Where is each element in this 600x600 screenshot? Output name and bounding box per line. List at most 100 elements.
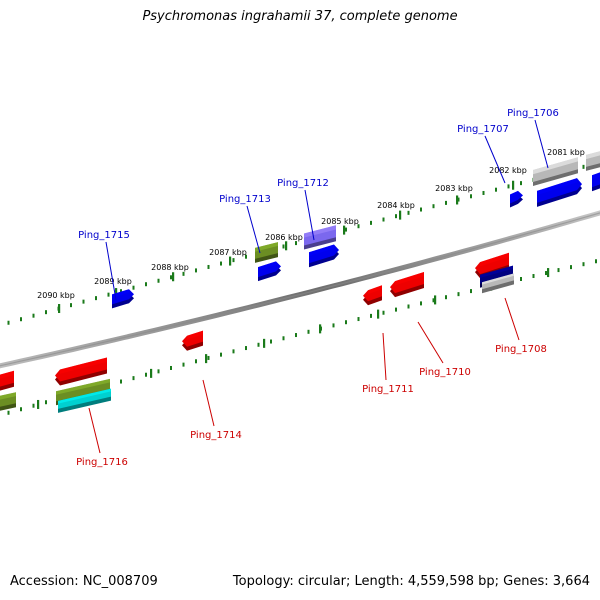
- scale-label: 2086 kbp: [265, 233, 303, 242]
- gene-block-highlight: [510, 190, 518, 198]
- inner-scale-major-tick: [319, 324, 322, 334]
- inner-scale-tick: [7, 410, 10, 415]
- gene-block-highlight: [187, 330, 203, 340]
- outer-scale-tick: [370, 220, 372, 225]
- inner-scale-tick: [545, 271, 547, 276]
- gene-label-forward: Ping_1712: [277, 178, 329, 189]
- inner-scale-tick: [570, 265, 572, 270]
- gene-leader-line: [202, 379, 215, 427]
- inner-scale-tick: [45, 400, 47, 405]
- outer-scale-tick: [45, 310, 47, 315]
- inner-scale-major-tick: [547, 268, 550, 278]
- gene-block-face: [309, 244, 339, 264]
- inner-scale-major-tick: [434, 295, 437, 305]
- gene-block-highlight: [368, 285, 382, 295]
- inner-scale-tick: [532, 274, 535, 279]
- gene-block: [255, 242, 278, 263]
- gene-block: [309, 244, 339, 268]
- inner-scale-tick: [432, 298, 435, 303]
- inner-scale-tick: [345, 320, 347, 325]
- gene-block-highlight: [304, 225, 336, 238]
- gene-block-highlight: [112, 289, 129, 298]
- inner-scale-tick: [295, 333, 297, 338]
- gene-label-reverse: Ping_1708: [495, 344, 547, 355]
- gene-block-highlight: [0, 392, 16, 400]
- gene-leader-line: [246, 205, 261, 254]
- outer-scale-tick: [195, 268, 197, 273]
- inner-scale-tick: [245, 346, 247, 351]
- outer-scale-tick: [470, 194, 472, 199]
- outer-scale-tick: [482, 190, 485, 195]
- gene-block-highlight: [309, 244, 334, 257]
- inner-scale-tick: [257, 342, 260, 347]
- outer-scale-tick: [445, 200, 447, 205]
- outer-scale-tick: [7, 320, 10, 325]
- gene-block-highlight: [0, 370, 14, 379]
- outer-scale-major-tick: [512, 180, 515, 190]
- inner-scale-tick: [157, 369, 160, 374]
- inner-scale-tick: [407, 304, 410, 309]
- backbone-layer: [0, 210, 600, 369]
- inner-scale-tick: [232, 349, 235, 354]
- gene-label-forward: Ping_1715: [78, 230, 130, 241]
- gene-block-highlight: [56, 378, 110, 395]
- gene-block: [258, 261, 281, 282]
- gene-leader-line: [534, 119, 549, 169]
- outer-scale-major-tick: [172, 272, 175, 282]
- gene-block-face: [537, 178, 582, 203]
- outer-scale-major-tick: [115, 288, 118, 298]
- outer-scale-tick: [132, 285, 135, 290]
- inner-scale-major-tick: [263, 338, 266, 348]
- gene-leader-line: [88, 407, 101, 454]
- outer-scale-major-tick: [285, 241, 288, 251]
- outer-scale-tick: [220, 261, 222, 266]
- gene-label-reverse: Ping_1711: [362, 384, 414, 395]
- outer-scale-tick: [157, 278, 160, 283]
- scale-label: 2085 kbp: [321, 217, 359, 226]
- inner-scale-tick: [145, 372, 147, 377]
- inner-scale-tick: [357, 317, 360, 322]
- outer-scale-tick: [70, 303, 72, 308]
- gene-label-reverse: Ping_1714: [190, 430, 242, 441]
- outer-scale-tick: [32, 313, 35, 318]
- inner-scale-tick: [282, 336, 285, 341]
- gene-leader-line: [304, 189, 315, 241]
- outer-scale-major-tick: [58, 304, 61, 314]
- outer-scale-tick: [345, 227, 347, 232]
- gene-block: [182, 330, 203, 351]
- inner-scale-major-tick: [37, 399, 40, 409]
- inner-scale-tick: [395, 307, 397, 312]
- outer-scale-tick: [207, 264, 210, 269]
- gene-block-highlight: [592, 172, 600, 180]
- gene-block-highlight: [482, 273, 514, 285]
- outer-scale-major-tick: [456, 195, 459, 205]
- gene-block-highlight: [533, 157, 578, 175]
- inner-scale-tick: [582, 262, 585, 267]
- gene-label-reverse: Ping_1716: [76, 457, 128, 468]
- scale-label: 2087 kbp: [209, 248, 247, 257]
- outer-scale-tick: [495, 187, 497, 192]
- outer-scale-tick: [357, 224, 360, 229]
- inner-scale-tick: [220, 352, 222, 357]
- tick-layer: [7, 161, 597, 415]
- outer-scale-tick: [582, 164, 585, 169]
- outer-scale-tick: [295, 241, 297, 246]
- gene-leader-line: [105, 241, 117, 301]
- gene-block-highlight: [586, 151, 600, 160]
- scale-label: 2088 kbp: [151, 263, 189, 272]
- gene-block: [390, 272, 424, 298]
- outer-scale-major-tick: [343, 225, 346, 235]
- gene-block: [592, 172, 600, 192]
- outer-scale-major-tick: [229, 256, 232, 266]
- gene-block: [55, 357, 107, 386]
- gene-block: [510, 190, 523, 208]
- inner-scale-tick: [332, 323, 335, 328]
- outer-scale-tick: [95, 296, 97, 301]
- inner-scale-tick: [382, 310, 385, 315]
- scale-label: 2083 kbp: [435, 184, 473, 193]
- outer-scale-major-tick: [399, 210, 402, 220]
- gene-block: [0, 370, 14, 391]
- inner-scale-tick: [120, 379, 122, 384]
- outer-scale-tick: [395, 214, 397, 219]
